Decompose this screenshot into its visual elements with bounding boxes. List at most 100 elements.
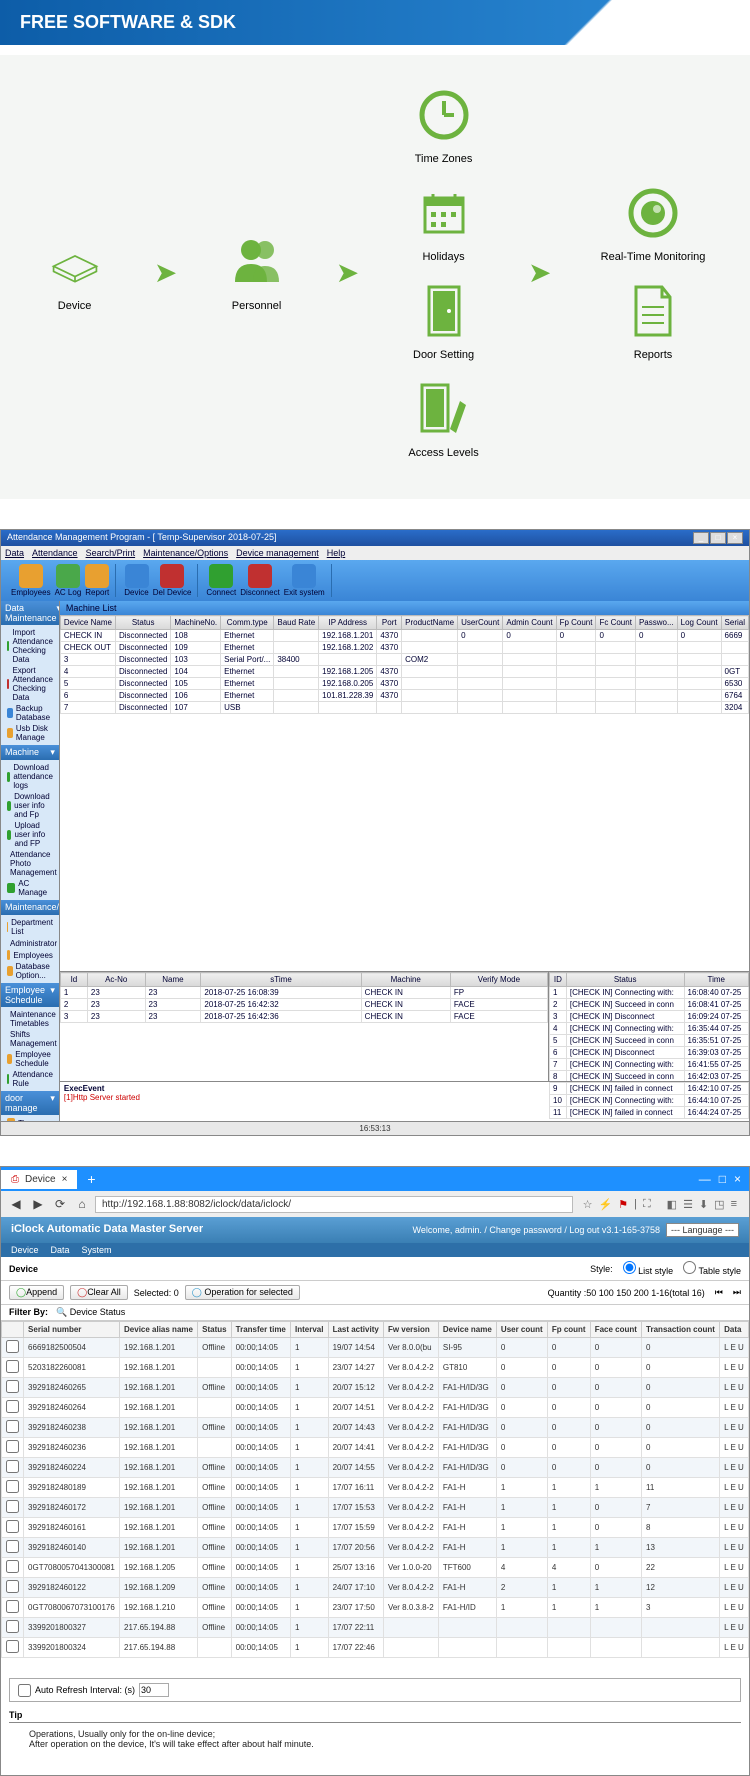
extension-icon[interactable]: ◧	[667, 1198, 677, 1211]
page-first-icon[interactable]: ⏮	[715, 1287, 723, 1298]
table-row[interactable]: 7Disconnected107USB3204	[60, 702, 748, 714]
column-header[interactable]: Comm.type	[221, 616, 274, 630]
sidebar-item[interactable]: Backup Database	[1, 703, 59, 723]
sidebar-item[interactable]: AC Manage	[1, 878, 59, 898]
sidebar-section-header[interactable]: Maintenance/Options▾	[1, 900, 59, 915]
toolbar-button[interactable]: AC Log	[55, 564, 82, 597]
window-close-icon[interactable]: ×	[734, 1172, 741, 1186]
column-header[interactable]: Passwo...	[635, 616, 677, 630]
table-row[interactable]: 3929182460172192.168.1.201Offline00:00;1…	[2, 1498, 749, 1518]
table-row[interactable]: 3929182460122192.168.1.209Offline00:00;1…	[2, 1578, 749, 1598]
row-checkbox[interactable]	[6, 1380, 19, 1393]
column-header[interactable]: ProductName	[402, 616, 458, 630]
tab-close-icon[interactable]: ×	[62, 1174, 68, 1185]
row-checkbox[interactable]	[6, 1520, 19, 1533]
menu-item[interactable]: Attendance	[32, 548, 78, 558]
column-header[interactable]: Fp Count	[556, 616, 596, 630]
table-row[interactable]: 3929182460238192.168.1.201Offline00:00;1…	[2, 1418, 749, 1438]
table-row[interactable]: 3929182460264192.168.1.20100:00;14:05120…	[2, 1398, 749, 1418]
list-style-radio[interactable]: List style	[623, 1261, 674, 1276]
table-row[interactable]: 3929182460224192.168.1.201Offline00:00;1…	[2, 1458, 749, 1478]
table-row[interactable]: 3399201800324217.65.194.8800:00;14:05117…	[2, 1638, 749, 1658]
table-row[interactable]: 3399201800327217.65.194.88Offline00:00;1…	[2, 1618, 749, 1638]
forward-button[interactable]: ▶	[29, 1195, 47, 1213]
sidebar-item[interactable]: Employees	[1, 949, 59, 961]
toolbar-button[interactable]: Employees	[11, 564, 51, 597]
column-header[interactable]: UserCount	[458, 616, 503, 630]
table-row[interactable]: 5203182260081192.168.1.20100:00;14:05123…	[2, 1358, 749, 1378]
sidebar-item[interactable]: Usb Disk Manage	[1, 723, 59, 743]
column-header[interactable]: Device alias name	[120, 1322, 198, 1338]
window-maximize-icon[interactable]: □	[719, 1172, 726, 1186]
table-style-radio[interactable]: Table style	[683, 1261, 741, 1276]
table-row[interactable]: CHECK OUTDisconnected109Ethernet192.168.…	[60, 642, 748, 654]
column-header[interactable]	[2, 1322, 24, 1338]
row-checkbox[interactable]	[6, 1460, 19, 1473]
menu-item[interactable]: Data	[5, 548, 24, 558]
back-button[interactable]: ◀	[7, 1195, 25, 1213]
fullscreen-icon[interactable]: ⛶	[643, 1198, 651, 1211]
sidebar-item[interactable]: Employee Schedule	[1, 1049, 59, 1069]
menu-item[interactable]: Help	[327, 548, 346, 558]
column-header[interactable]: Data	[720, 1322, 749, 1338]
row-checkbox[interactable]	[6, 1620, 19, 1633]
menu-item[interactable]: Maintenance/Options	[143, 548, 228, 558]
sidebar-section-header[interactable]: door manage▾	[1, 1091, 59, 1115]
row-checkbox[interactable]	[6, 1540, 19, 1553]
table-row[interactable]: 323232018-07-25 16:42:36CHECK INFACE	[60, 1011, 547, 1023]
device-status-filter[interactable]: 🔍 Device Status	[56, 1307, 125, 1318]
column-header[interactable]: Status	[566, 973, 684, 987]
column-header[interactable]: Status	[115, 616, 170, 630]
table-row[interactable]: 6[CHECK IN] Disconnect16:39:03 07-25	[550, 1047, 749, 1059]
table-row[interactable]: 2[CHECK IN] Succeed in conn16:08:41 07-2…	[550, 999, 749, 1011]
lightning-icon[interactable]: ⚡	[599, 1198, 613, 1211]
page-last-icon[interactable]: ⏭	[733, 1287, 741, 1298]
column-header[interactable]: Time	[684, 973, 748, 987]
operation-button[interactable]: ◯ Operation for selected	[185, 1285, 300, 1300]
sidebar-section-header[interactable]: Employee Schedule▾	[1, 983, 59, 1007]
menu-item[interactable]: Data	[51, 1245, 70, 1255]
download-icon[interactable]: ⬇	[699, 1198, 708, 1211]
toolbar-button[interactable]: Device	[124, 564, 148, 597]
browser-tab[interactable]: ⎙ Device ×	[1, 1170, 77, 1189]
column-header[interactable]: Port	[377, 616, 402, 630]
column-header[interactable]: Last activity	[328, 1322, 383, 1338]
toolbar-button[interactable]: Disconnect	[240, 564, 280, 597]
table-row[interactable]: 4Disconnected104Ethernet192.168.1.205437…	[60, 666, 748, 678]
sidebar-item[interactable]: Export Attendance Checking Data	[1, 665, 59, 703]
row-checkbox[interactable]	[6, 1400, 19, 1413]
table-row[interactable]: 3929182460265192.168.1.201Offline00:00;1…	[2, 1378, 749, 1398]
table-row[interactable]: 6Disconnected106Ethernet101.81.228.39437…	[60, 690, 748, 702]
extension-icon[interactable]: ◳	[714, 1198, 724, 1211]
sidebar-section-header[interactable]: Machine▾	[1, 745, 59, 760]
row-checkbox[interactable]	[6, 1500, 19, 1513]
table-row[interactable]: 1[CHECK IN] Connecting with:16:08:40 07-…	[550, 987, 749, 999]
toolbar-button[interactable]: Report	[85, 564, 109, 597]
menu-item[interactable]: Device	[11, 1245, 39, 1255]
table-row[interactable]: 3Disconnected103Serial Port/...38400COM2	[60, 654, 748, 666]
clear-all-button[interactable]: ◯Clear All	[70, 1285, 128, 1300]
column-header[interactable]: Device name	[438, 1322, 496, 1338]
row-checkbox[interactable]	[6, 1600, 19, 1613]
row-checkbox[interactable]	[6, 1640, 19, 1653]
sidebar-item[interactable]: Timezone	[1, 1117, 59, 1121]
window-minimize-icon[interactable]: —	[699, 1172, 711, 1186]
url-input[interactable]: http://192.168.1.88:8082/iclock/data/icl…	[95, 1196, 573, 1213]
menu-icon[interactable]: ≡	[731, 1198, 737, 1211]
table-row[interactable]: 4[CHECK IN] Connecting with:16:35:44 07-…	[550, 1023, 749, 1035]
column-header[interactable]: Verify Mode	[450, 973, 547, 987]
column-header[interactable]: Log Count	[677, 616, 721, 630]
flag-icon[interactable]: ⚑	[618, 1198, 628, 1211]
table-row[interactable]: 3[CHECK IN] Disconnect16:09:24 07-25	[550, 1011, 749, 1023]
sidebar-item[interactable]: Department List	[1, 917, 59, 937]
toolbar-button[interactable]: Exit system	[284, 564, 325, 597]
column-header[interactable]: Transfer time	[231, 1322, 290, 1338]
column-header[interactable]: ID	[550, 973, 567, 987]
close-button[interactable]: ×	[727, 532, 743, 544]
column-header[interactable]: Fw version	[383, 1322, 438, 1338]
table-row[interactable]: 3929182460161192.168.1.201Offline00:00;1…	[2, 1518, 749, 1538]
column-header[interactable]: Admin Count	[503, 616, 556, 630]
column-header[interactable]: Id	[60, 973, 87, 987]
row-checkbox[interactable]	[6, 1440, 19, 1453]
extension-icon[interactable]: ☰	[683, 1198, 693, 1211]
